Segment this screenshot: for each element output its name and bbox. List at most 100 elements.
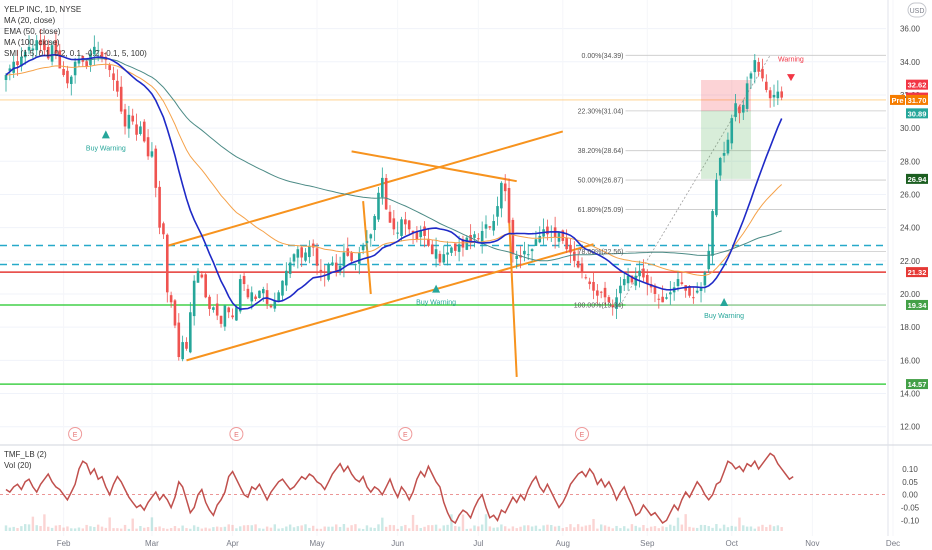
ema50-line [5,63,783,277]
candle-body [119,86,123,112]
candle-body [565,237,568,250]
candle-body [500,182,503,209]
price-tag [906,79,928,90]
legend-ma100[interactable]: MA (100, close) [4,38,60,47]
channel-lower-line [186,243,594,362]
volume-bar [588,524,591,531]
candle-body [411,230,415,233]
volume-bar [749,526,753,531]
candle-body [703,272,707,286]
volume-bar [511,526,515,531]
volume-bar [419,528,422,531]
candle-body [622,279,626,286]
volume-bar [358,528,361,531]
candle-body [112,73,115,81]
volume-bar [557,525,561,531]
volume-bar [323,526,326,531]
volume-bar [81,528,84,531]
candle-body [722,153,726,156]
volume-bar [127,528,131,531]
candle-body [338,265,342,273]
candle-body [400,219,403,236]
volume-bar [665,527,668,531]
volume-bar [54,525,58,531]
volume-bar [657,528,660,531]
volume-bar [427,525,430,531]
candle-body [584,277,588,279]
candle-body [592,281,595,291]
candle-body [453,243,457,251]
candle-body [430,244,434,255]
candle-body [388,211,392,223]
indicator-legend: TMF_LB (2) Vol (20) [4,450,47,470]
volume-bar [680,524,684,531]
candle-body [227,307,231,313]
candle-body [108,65,111,71]
volume-bar [676,517,680,531]
volume-bar [619,528,622,531]
price-tick-label: 18.00 [900,323,921,332]
currency-button[interactable]: USD [907,2,927,18]
volume-bar [139,526,142,531]
candle-body [477,238,480,240]
candle-body [757,62,760,72]
candle-body [576,261,580,268]
tmf-line [5,452,794,525]
candle-body [511,219,515,255]
price-tick-label: 16.00 [900,356,921,365]
candle-body [496,206,499,217]
candle-body [753,60,757,73]
legend-ema50[interactable]: EMA (50, close) [4,27,61,36]
volume-bar [569,524,572,531]
candle-body [446,252,449,255]
volume-bar [123,524,127,531]
fib-level-label: 100.00%(19.34) [574,302,624,309]
candle-body [39,39,42,46]
volume-bar [611,528,614,531]
volume-bar [722,524,726,531]
volume-bar [377,524,380,531]
legend-smi[interactable]: SMI (1.5, 0.1, 0.2, 0.1, -0.2, -0.1, 5, … [4,49,147,58]
indicator-tick-label: 0.00 [902,491,918,500]
price-tag-label: 32.62 [908,81,927,90]
candle-body [526,254,530,256]
candle-body [457,244,461,252]
earnings-marker [229,427,244,441]
volume-bar [223,526,227,531]
volume-bar [523,525,526,531]
candle-body [158,186,161,228]
candle-body [181,342,184,360]
fib-level-label: 50.00%(26.87) [578,178,624,185]
ma100-line [5,54,782,262]
volume-bar [242,525,246,531]
volume-bar [312,525,315,531]
price-tag [906,108,928,119]
volume-bar [626,528,630,531]
volume-bar [415,524,419,531]
legend: YELP INC, 1D, NYSE MA (20, close) EMA (5… [4,5,147,58]
candle-body [131,115,135,122]
volume-bar [400,526,403,531]
candle-body [492,221,495,231]
candle-body [657,298,661,300]
volume-bar [70,528,73,531]
candle-body [219,315,223,324]
volume-bar [143,527,146,531]
candle-body [488,226,492,228]
price-tick-label: 30.00 [900,124,921,133]
candle-body [369,234,373,239]
candle-body [277,292,280,301]
channel-upper-line [167,130,564,247]
earnings-marker [398,427,413,441]
candle-body [695,290,699,293]
volume-bar [580,526,584,531]
candle-body [645,274,649,285]
fib-level-label: 61.80%(25.09) [578,207,624,214]
volume-bar [776,525,780,531]
currency-label: USD [910,8,925,15]
volume-bar [196,526,200,531]
time-tick-label: Dec [886,539,900,548]
legend-ma20[interactable]: MA (20, close) [4,16,55,25]
volume-bar [8,527,12,531]
